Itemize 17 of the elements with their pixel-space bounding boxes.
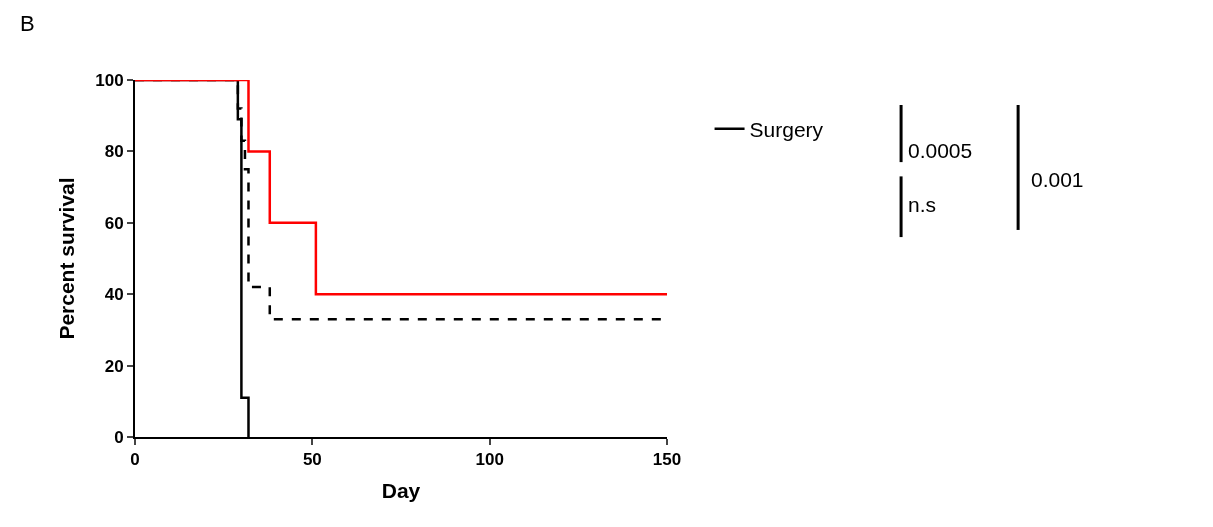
x-tick-label: 150 <box>652 450 682 470</box>
text: 0.001 <box>1031 168 1084 191</box>
y-tick-label: 40 <box>104 285 124 305</box>
x-tick-label: 100 <box>475 450 504 470</box>
text: n.s <box>908 193 937 216</box>
text: B <box>20 11 35 36</box>
y-tick-label: 20 <box>104 356 124 376</box>
y-axis-title: Percent survival <box>54 177 78 340</box>
text: 0.0005 <box>908 139 973 162</box>
y-tick-label: 80 <box>104 142 124 162</box>
x-tick-label: 50 <box>302 450 322 470</box>
x-axis-title: Day <box>381 479 421 503</box>
legend-label: Surgery <box>749 117 824 141</box>
x-tick-label: 0 <box>130 450 140 470</box>
y-tick-label: 0 <box>114 427 124 447</box>
y-tick-label: 100 <box>95 70 124 90</box>
y-tick-label: 60 <box>104 213 124 233</box>
